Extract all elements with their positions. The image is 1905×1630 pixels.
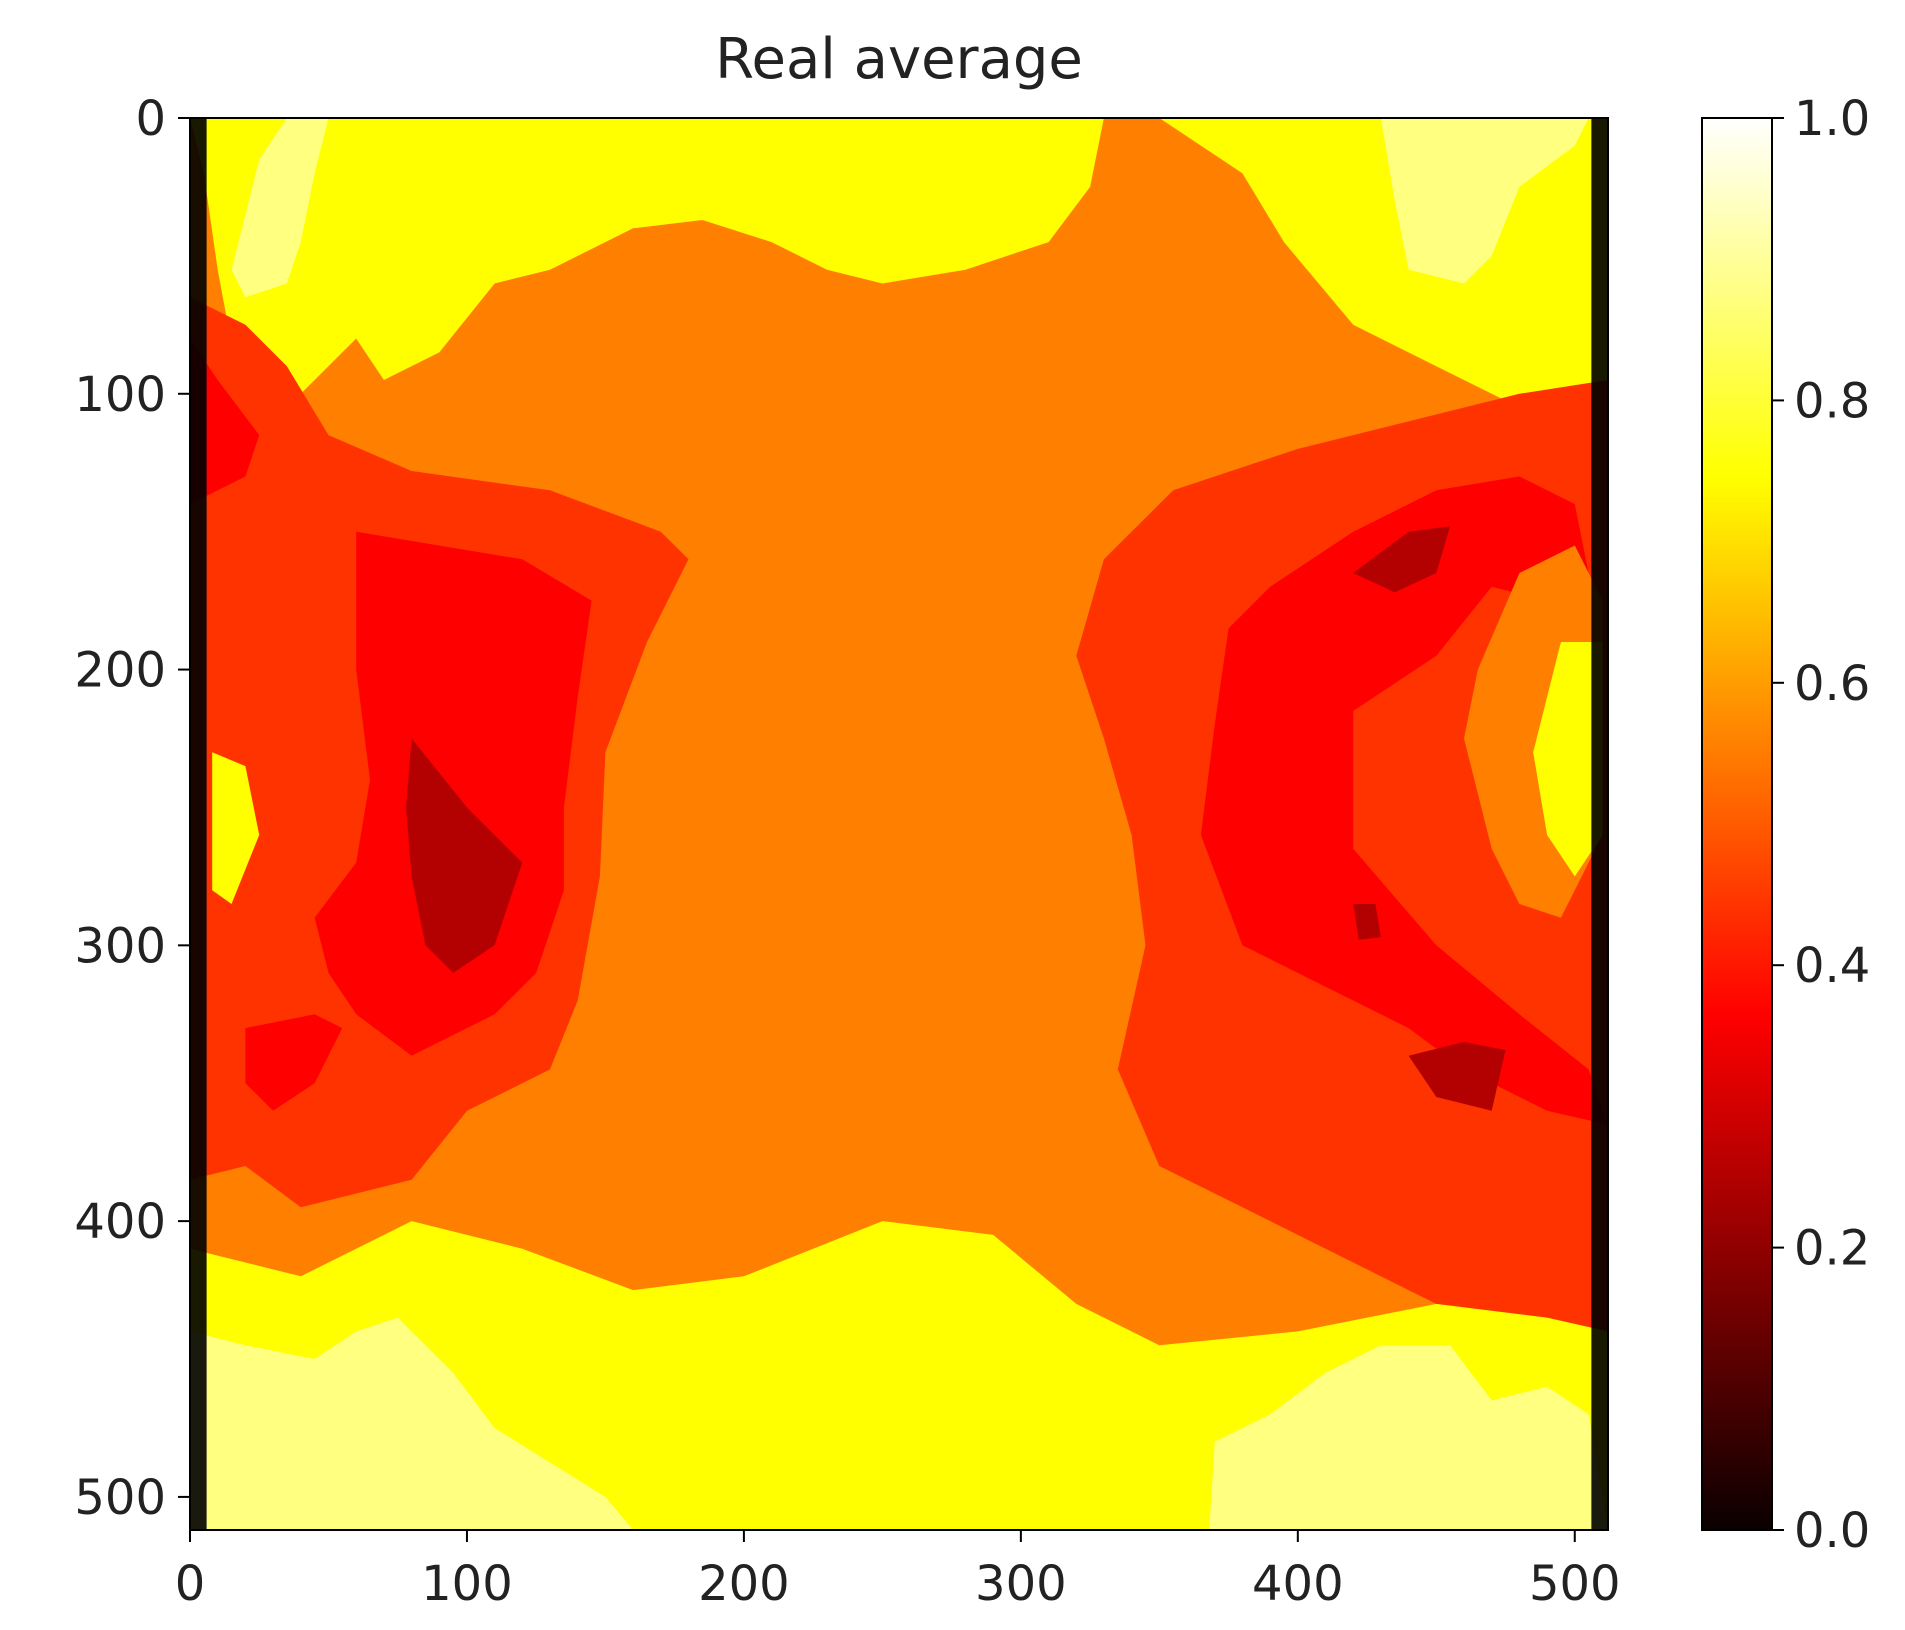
heatmap-region — [1408, 1041, 1506, 1111]
colorbar-tick-label: 0.0 — [1794, 1503, 1870, 1559]
y-tick-label: 0 — [135, 91, 166, 147]
y-tick-label: 300 — [74, 918, 166, 974]
x-tick-label: 400 — [1252, 1556, 1344, 1612]
heatmap-edge — [1591, 118, 1608, 1530]
x-tick-label: 300 — [975, 1556, 1067, 1612]
colorbar-tick-label: 0.6 — [1794, 656, 1870, 712]
plot-frame — [189, 117, 1609, 1531]
x-axis: 0 100 200 300 400 500 — [175, 1530, 1621, 1612]
heatmap-image — [190, 118, 1608, 1530]
heatmap-region — [1533, 642, 1603, 877]
heatmap-region — [406, 738, 523, 973]
colorbar-tick-label: 0.8 — [1794, 373, 1870, 429]
y-tick-label: 500 — [74, 1470, 166, 1526]
heatmap-region — [1200, 476, 1608, 1125]
y-axis: 0 100 200 300 400 500 — [74, 91, 190, 1526]
heatmap-region — [1380, 118, 1589, 284]
heatmap-region — [212, 752, 260, 904]
colorbar-axis: 0.0 0.2 0.4 0.6 0.8 1.0 — [1772, 91, 1870, 1559]
y-tick-label: 400 — [74, 1194, 166, 1250]
heatmap-edge — [190, 118, 207, 1530]
heatmap-region — [231, 118, 329, 298]
colorbar-tick-label: 1.0 — [1794, 91, 1870, 147]
x-tick-label: 200 — [698, 1556, 790, 1612]
heatmap-region — [1353, 904, 1381, 940]
y-tick-label: 100 — [74, 367, 166, 423]
colorbar — [1701, 117, 1773, 1531]
heatmap-region — [245, 1014, 343, 1111]
heatmap-region — [356, 118, 1104, 380]
heatmap-region — [1353, 526, 1451, 593]
x-tick-label: 500 — [1529, 1556, 1621, 1612]
colorbar-tick-label: 0.4 — [1794, 938, 1870, 994]
x-tick-label: 0 — [175, 1556, 206, 1612]
heatmap-region — [1209, 1345, 1608, 1530]
y-tick-label: 200 — [74, 643, 166, 699]
heatmap-region — [190, 338, 260, 505]
x-tick-label: 100 — [421, 1556, 513, 1612]
chart-title: Real average — [715, 27, 1083, 92]
heatmap-region — [190, 1317, 634, 1530]
colorbar-tick-label: 0.2 — [1794, 1221, 1870, 1277]
